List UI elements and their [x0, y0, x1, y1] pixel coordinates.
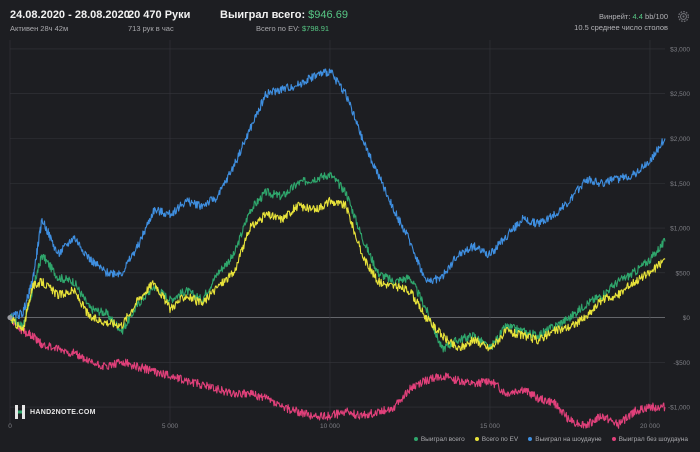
x-tick-label: 5 000	[162, 423, 179, 430]
x-tick-label: 0	[8, 423, 12, 430]
legend-item-won[interactable]: Выиграл всего	[413, 436, 465, 443]
summary-header: 24.08.2020 - 28.08.2020 Активен 28ч 42м …	[0, 0, 700, 40]
series-line-showdown	[9, 68, 666, 322]
hands-info: 20 470 Руки 713 рук в час	[128, 9, 190, 33]
legend-item-ev[interactable]: Всего по EV	[474, 436, 519, 443]
date-range: 24.08.2020 - 28.08.2020	[10, 9, 130, 21]
legend-label: Всего по EV	[481, 436, 519, 443]
gear-icon[interactable]	[677, 10, 690, 23]
y-tick-label: -$1,000	[668, 405, 690, 412]
y-tick-label: -$500	[673, 360, 690, 367]
hands-count: 20 470 Руки	[128, 9, 191, 21]
x-tick-label: 15 000	[480, 423, 500, 430]
won-total-value: $946.69	[308, 9, 348, 21]
legend-dot	[611, 437, 616, 442]
y-tick-label: $1,000	[670, 226, 690, 233]
series-line-nonshowdown	[9, 314, 666, 429]
winrate-value: 4.4	[632, 12, 643, 21]
ev-total-label: Всего по EV:	[256, 24, 300, 33]
legend-dot	[474, 437, 479, 442]
winrate-info: Винрейт: 4.4 bb/100 10.5 среднее число с…	[574, 11, 668, 33]
chart-legend: Выиграл всего Всего по EV Выиграл на шоуда…	[404, 436, 688, 443]
y-tick-label: $2,500	[670, 91, 690, 98]
won-total-label: Выиграл всего:	[220, 9, 306, 21]
ev-total-value: $798.91	[301, 24, 330, 33]
y-tick-label: $0	[683, 315, 691, 322]
x-tick-label: 20 000	[640, 423, 660, 430]
legend-item-nonshowdown[interactable]: Выиграл без шоудауна	[611, 436, 688, 443]
legend-item-showdown[interactable]: Выиграл на шоудауне	[528, 436, 602, 443]
winrate-label: Винрейт:	[599, 12, 631, 21]
winnings-info: Выиграл всего: $946.69 Всего по EV: $798…	[220, 9, 348, 33]
brand-logo: HAND2NOTE.COM	[15, 405, 96, 419]
y-tick-label: $500	[676, 270, 691, 277]
won-total: Выиграл всего: $946.69	[220, 9, 348, 21]
origin-point	[7, 314, 13, 321]
y-tick-label: $1,500	[670, 181, 690, 188]
legend-dot	[413, 437, 418, 442]
y-tick-label: $3,000	[670, 46, 690, 53]
legend-dot	[528, 437, 533, 442]
legend-label: Выиграл всего	[420, 436, 465, 443]
legend-label: Выиграл без шоудауна	[618, 436, 688, 443]
hand2note-logo-icon	[15, 405, 25, 419]
logo-text: HAND2NOTE.COM	[30, 408, 96, 416]
winrate: Винрейт: 4.4 bb/100	[574, 11, 668, 22]
legend-label: Выиграл на шоудауне	[535, 436, 602, 443]
y-tick-label: $2,000	[670, 136, 690, 143]
active-time: Активен 28ч 42м	[10, 24, 69, 33]
series-line-ev	[9, 196, 666, 352]
ev-total: Всего по EV: $798.91	[256, 24, 348, 33]
winrate-unit: bb/100	[645, 12, 668, 21]
x-tick-label: 10 000	[320, 423, 340, 430]
hands-per-hour: 713 рук в час	[128, 24, 174, 33]
avg-tables: 10.5 среднее число столов	[574, 23, 668, 32]
session-info: 24.08.2020 - 28.08.2020 Активен 28ч 42м	[10, 9, 130, 33]
